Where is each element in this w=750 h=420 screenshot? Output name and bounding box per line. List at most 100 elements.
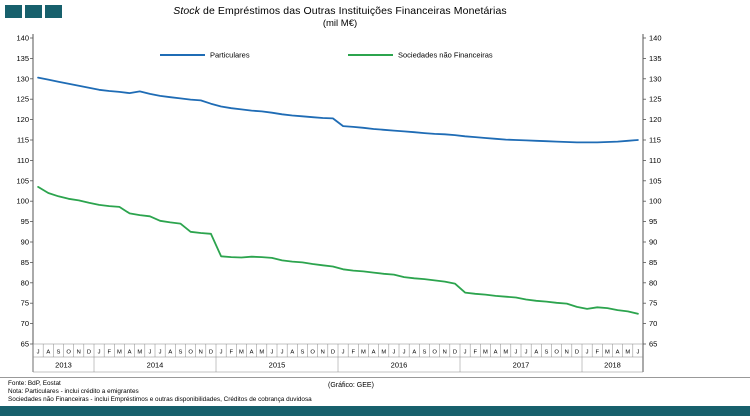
- svg-text:J: J: [148, 350, 151, 356]
- svg-text:70: 70: [21, 319, 29, 328]
- source-note: Fonte: BdP, Eostat: [8, 380, 61, 387]
- svg-text:2018: 2018: [604, 361, 621, 370]
- logo-square: [5, 5, 22, 18]
- svg-text:J: J: [525, 350, 528, 356]
- svg-text:120: 120: [649, 115, 662, 124]
- svg-text:Particulares: Particulares: [210, 51, 250, 60]
- svg-text:2015: 2015: [269, 361, 286, 370]
- svg-text:F: F: [595, 350, 599, 356]
- svg-text:90: 90: [21, 238, 29, 247]
- svg-text:O: O: [310, 350, 315, 356]
- svg-text:80: 80: [649, 278, 657, 287]
- svg-text:135: 135: [649, 54, 662, 63]
- svg-text:80: 80: [21, 278, 29, 287]
- svg-text:O: O: [188, 350, 193, 356]
- svg-text:J: J: [403, 350, 406, 356]
- bottom-bar: [0, 406, 750, 416]
- svg-text:130: 130: [16, 74, 29, 83]
- svg-text:2014: 2014: [147, 361, 164, 370]
- svg-text:J: J: [37, 350, 40, 356]
- svg-text:J: J: [392, 350, 395, 356]
- svg-text:F: F: [229, 350, 233, 356]
- svg-text:A: A: [372, 350, 376, 356]
- svg-text:2017: 2017: [513, 361, 530, 370]
- footer-divider: [0, 377, 750, 378]
- svg-text:D: D: [87, 350, 91, 356]
- svg-text:O: O: [66, 350, 71, 356]
- svg-text:D: D: [209, 350, 213, 356]
- svg-text:J: J: [514, 350, 517, 356]
- svg-text:75: 75: [649, 299, 657, 308]
- svg-text:S: S: [544, 350, 548, 356]
- svg-text:J: J: [464, 350, 467, 356]
- svg-text:100: 100: [649, 197, 662, 206]
- svg-text:J: J: [270, 350, 273, 356]
- svg-text:110: 110: [649, 156, 661, 165]
- line-chart: 140 140 135 135 130 130 125 125 120 120 115 115 110 1…: [16, 34, 662, 373]
- note-particulares: Nota: Particulares - inclui crédito a em…: [8, 387, 139, 395]
- svg-text:N: N: [77, 350, 81, 356]
- svg-text:115: 115: [649, 136, 661, 145]
- svg-text:125: 125: [649, 95, 662, 104]
- svg-text:O: O: [432, 350, 437, 356]
- svg-text:S: S: [300, 350, 304, 356]
- title-italic-word: Stock: [173, 5, 200, 17]
- svg-text:M: M: [259, 350, 264, 356]
- svg-text:70: 70: [649, 319, 657, 328]
- svg-text:J: J: [220, 350, 223, 356]
- svg-text:95: 95: [649, 217, 657, 226]
- svg-text:S: S: [56, 350, 60, 356]
- svg-text:A: A: [412, 350, 416, 356]
- svg-text:M: M: [361, 350, 366, 356]
- svg-text:N: N: [565, 350, 569, 356]
- svg-text:A: A: [250, 350, 254, 356]
- svg-text:D: D: [331, 350, 335, 356]
- svg-text:A: A: [168, 350, 172, 356]
- svg-text:D: D: [575, 350, 579, 356]
- chart-subtitle: (mil M€): [322, 18, 358, 29]
- title-rest: de Empréstimos das Outras Instituições F…: [200, 5, 507, 17]
- chart-credit: (Gráfico: GEE): [328, 382, 374, 389]
- svg-text:A: A: [494, 350, 498, 356]
- svg-text:2016: 2016: [391, 361, 408, 370]
- svg-text:85: 85: [21, 258, 29, 267]
- svg-text:100: 100: [16, 197, 29, 206]
- chart-title: Stock de Empréstimos das Outras Institui…: [0, 5, 680, 17]
- svg-text:65: 65: [21, 340, 29, 349]
- svg-text:105: 105: [649, 176, 662, 185]
- svg-text:Sociedades não Financeiras: Sociedades não Financeiras: [398, 51, 493, 60]
- svg-text:M: M: [483, 350, 488, 356]
- svg-text:140: 140: [16, 34, 29, 43]
- svg-text:75: 75: [21, 299, 29, 308]
- note-snf: Sociedades não Financeiras - inclui Empr…: [8, 395, 312, 403]
- svg-text:130: 130: [649, 74, 662, 83]
- footer-notes: Fonte: BdP, Eostat Nota: Particulares - …: [8, 380, 312, 403]
- svg-text:M: M: [381, 350, 386, 356]
- logo-squares: [5, 5, 62, 18]
- svg-text:M: M: [239, 350, 244, 356]
- svg-text:A: A: [290, 350, 294, 356]
- logo-square: [45, 5, 62, 18]
- chart-title-block: Stock de Empréstimos das Outras Institui…: [0, 5, 680, 29]
- svg-text:J: J: [636, 350, 639, 356]
- svg-text:D: D: [453, 350, 457, 356]
- svg-text:S: S: [178, 350, 182, 356]
- svg-text:A: A: [128, 350, 132, 356]
- svg-text:M: M: [503, 350, 508, 356]
- svg-text:N: N: [443, 350, 447, 356]
- svg-text:J: J: [281, 350, 284, 356]
- svg-text:J: J: [342, 350, 345, 356]
- svg-text:M: M: [625, 350, 630, 356]
- svg-text:M: M: [117, 350, 122, 356]
- svg-text:M: M: [605, 350, 610, 356]
- svg-text:95: 95: [21, 217, 29, 226]
- svg-text:90: 90: [649, 238, 657, 247]
- svg-text:S: S: [422, 350, 426, 356]
- svg-text:120: 120: [16, 115, 29, 124]
- svg-text:110: 110: [17, 156, 29, 165]
- logo-square: [25, 5, 42, 18]
- svg-text:115: 115: [17, 136, 29, 145]
- svg-text:125: 125: [16, 95, 29, 104]
- svg-text:F: F: [473, 350, 477, 356]
- svg-text:J: J: [98, 350, 101, 356]
